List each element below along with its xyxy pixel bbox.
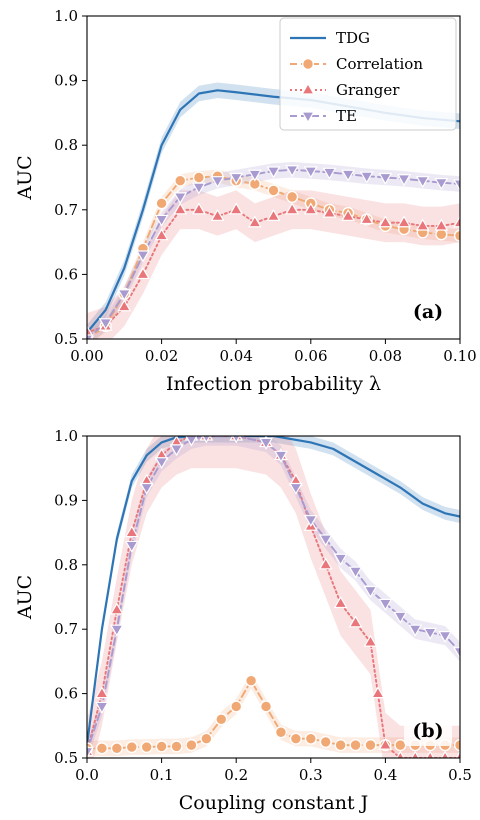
data-point-correlation bbox=[97, 743, 108, 754]
x-tick-label: 0.2 bbox=[224, 766, 248, 784]
legend: TDG Correlation Granger TE bbox=[280, 18, 456, 130]
x-tick-label: 0.10 bbox=[443, 347, 476, 365]
x-axis-label: Infection probability λ bbox=[166, 373, 381, 395]
y-axis-label: AUC bbox=[14, 155, 36, 200]
legend-label-granger: Granger bbox=[336, 81, 400, 99]
x-tick-label: 0.0 bbox=[75, 766, 99, 784]
y-tick-label: 1.0 bbox=[54, 7, 78, 25]
y-tick-label: 0.8 bbox=[54, 556, 78, 574]
chart-panel-b: 0.0 0.1 0.2 0.3 0.4 0.5 0.5 0.6 0.7 0.8 0.9 1.0 Coup… bbox=[14, 404, 472, 814]
panel-label: (a) bbox=[413, 301, 443, 323]
data-point-correlation bbox=[156, 198, 167, 209]
data-point-correlation bbox=[350, 740, 361, 751]
legend-label-tdg: TDG bbox=[336, 29, 370, 47]
data-point-correlation bbox=[276, 727, 287, 738]
data-point-correlation bbox=[216, 714, 227, 725]
data-point-correlation bbox=[156, 741, 167, 752]
x-tick-label: 0.04 bbox=[219, 347, 252, 365]
data-point-correlation bbox=[141, 742, 152, 753]
data-point-correlation bbox=[287, 191, 298, 202]
legend-label-correlation: Correlation bbox=[336, 55, 423, 73]
y-tick-label: 0.9 bbox=[54, 72, 78, 90]
data-point-correlation bbox=[320, 737, 331, 748]
data-point-correlation bbox=[305, 733, 316, 744]
y-tick-label: 0.7 bbox=[54, 201, 78, 219]
x-tick-label: 0.02 bbox=[145, 347, 178, 365]
data-point-correlation bbox=[111, 743, 122, 754]
y-axis-label: AUC bbox=[14, 575, 36, 620]
y-tick-label: 0.7 bbox=[54, 620, 78, 638]
x-axis-label: Coupling constant J bbox=[179, 792, 369, 814]
data-point-correlation bbox=[186, 740, 197, 751]
chart-panel-a: 0.00 0.02 0.04 0.06 0.08 0.10 0.5 0.6 0.7 0.8 0.9 1… bbox=[14, 7, 477, 395]
data-point-correlation bbox=[290, 733, 301, 744]
data-point-correlation bbox=[246, 675, 257, 686]
data-point-correlation bbox=[201, 733, 212, 744]
y-tick-label: 0.8 bbox=[54, 136, 78, 154]
y-tick-label: 0.6 bbox=[54, 265, 78, 283]
legend-label-te: TE bbox=[336, 107, 357, 125]
data-point-correlation bbox=[268, 185, 279, 196]
x-tick-label: 0.1 bbox=[150, 766, 174, 784]
y-tick-label: 0.5 bbox=[54, 749, 78, 767]
x-tick-label: 0.06 bbox=[294, 347, 327, 365]
data-point-correlation bbox=[175, 175, 186, 186]
y-tick-label: 0.5 bbox=[54, 330, 78, 348]
x-tick-label: 0.08 bbox=[369, 347, 402, 365]
y-tick-label: 0.6 bbox=[54, 685, 78, 703]
data-point-correlation bbox=[231, 701, 242, 712]
y-tick-label: 0.9 bbox=[54, 491, 78, 509]
data-point-correlation bbox=[194, 172, 205, 183]
data-point-correlation bbox=[126, 742, 137, 753]
x-tick-label: 0.4 bbox=[373, 766, 397, 784]
data-point-correlation bbox=[365, 740, 376, 751]
x-tick-label: 0.3 bbox=[299, 766, 323, 784]
x-tick-label: 0.00 bbox=[70, 347, 103, 365]
data-point-correlation bbox=[335, 740, 346, 751]
x-tick-label: 0.5 bbox=[448, 766, 472, 784]
legend-marker-correlation bbox=[303, 59, 314, 70]
data-point-correlation bbox=[171, 741, 182, 752]
data-point-correlation bbox=[261, 701, 272, 712]
y-tick-label: 1.0 bbox=[54, 427, 78, 445]
panel-label: (b) bbox=[412, 720, 443, 742]
